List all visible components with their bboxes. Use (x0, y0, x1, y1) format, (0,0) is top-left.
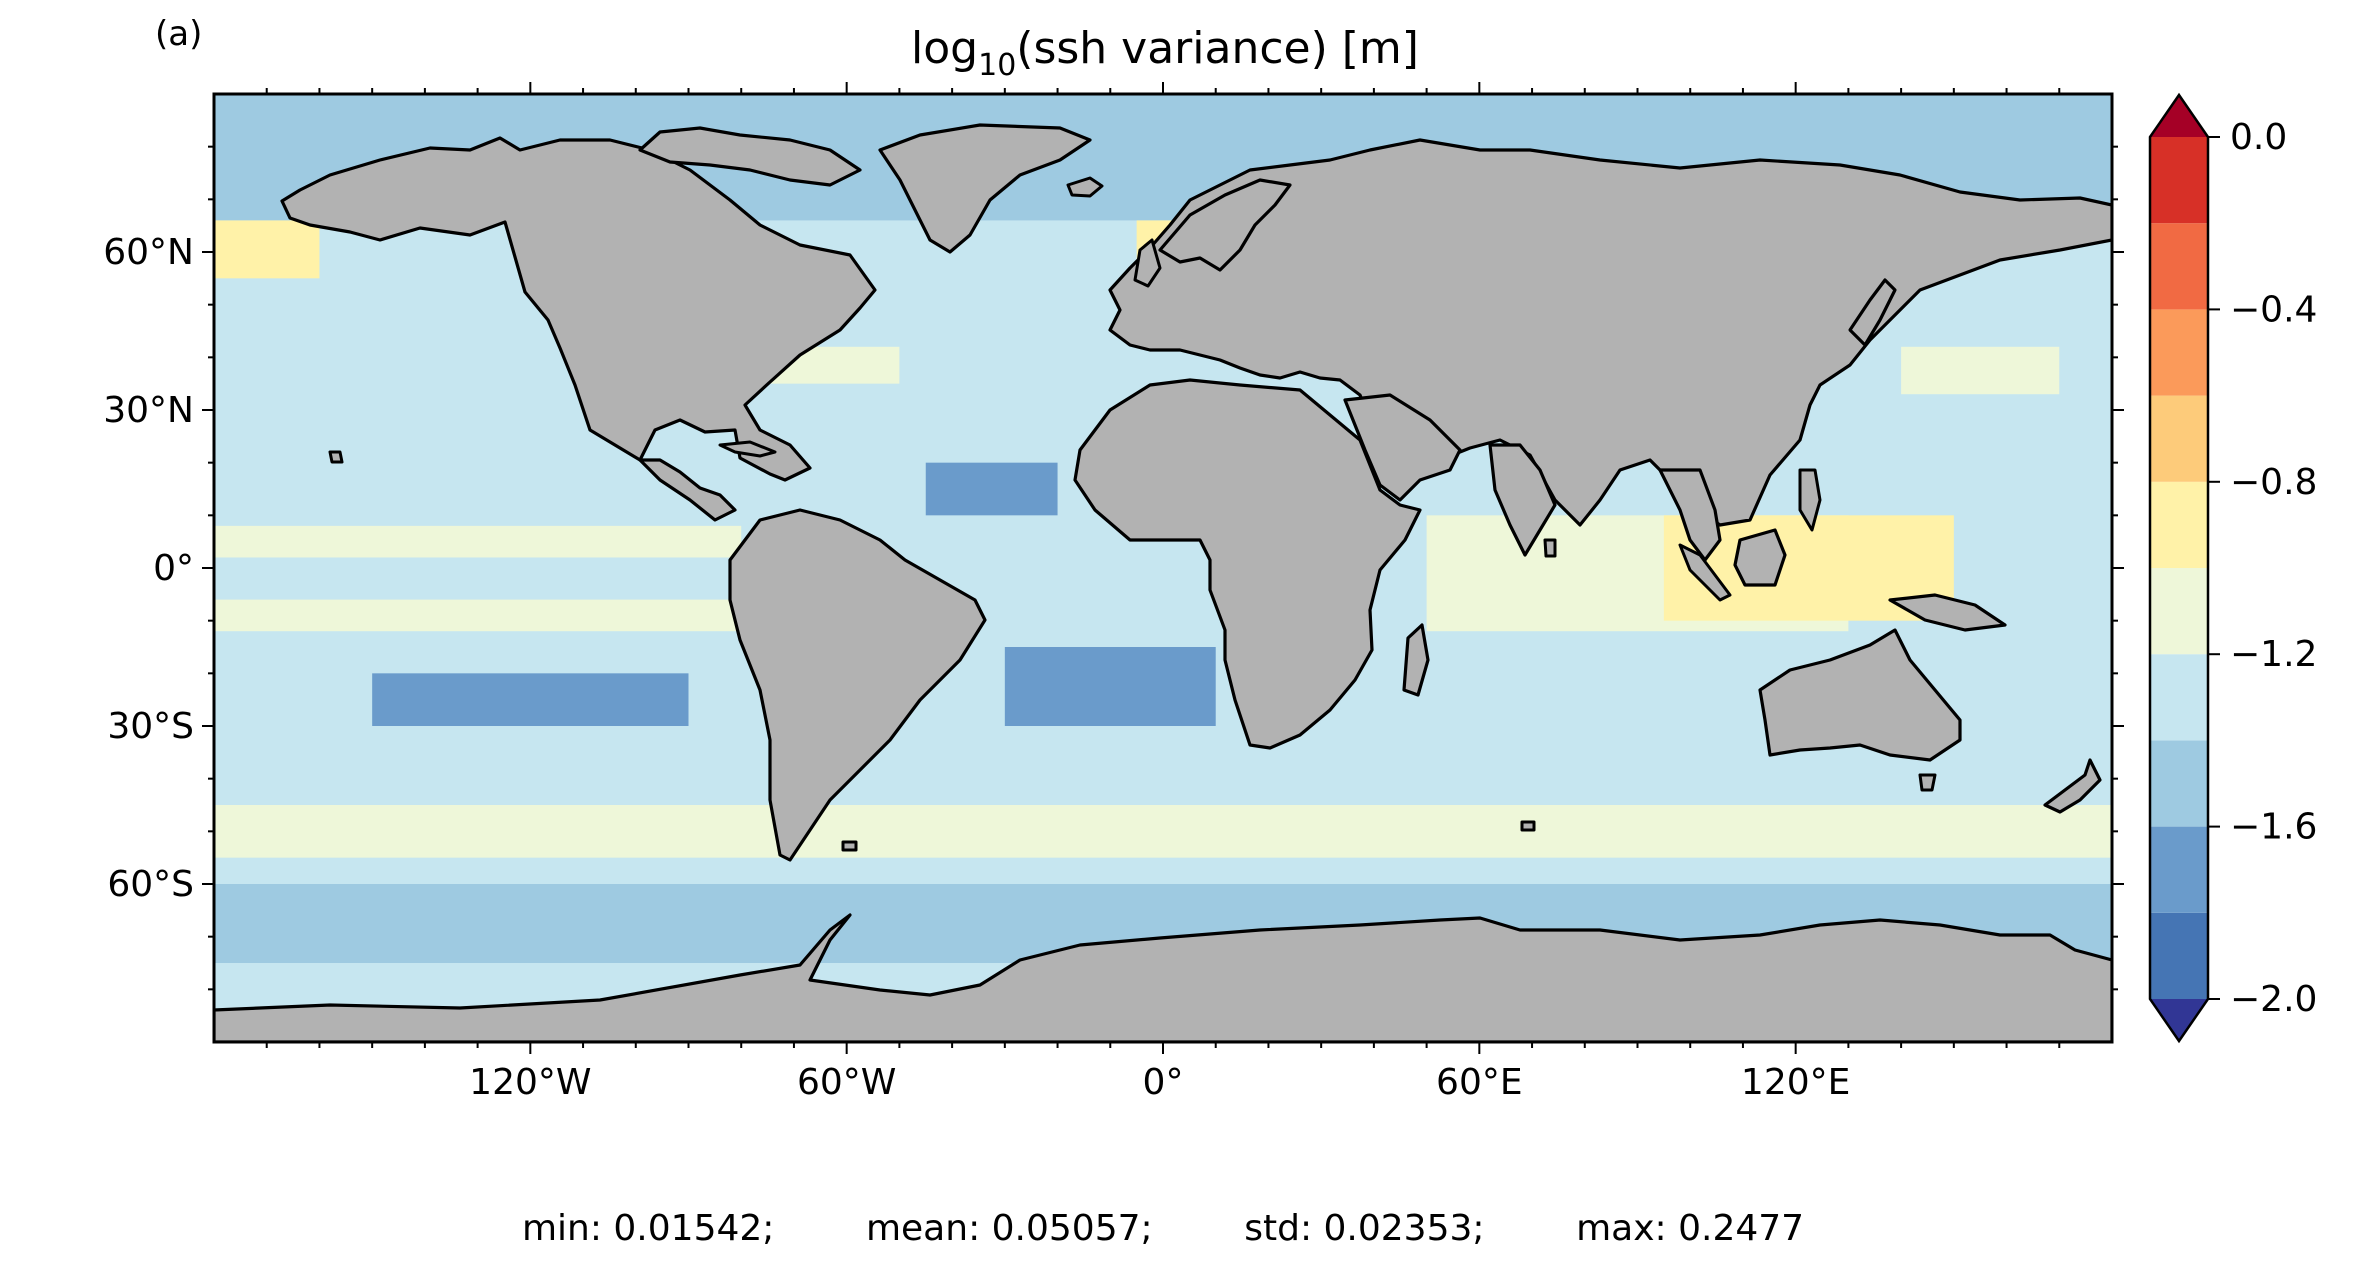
colorbar-under-extension (2150, 999, 2208, 1041)
land-africa (1073, 378, 1422, 750)
islands (328, 176, 1937, 852)
land-north-america (280, 136, 877, 482)
land-madagascar (1402, 623, 1430, 697)
land-arabia (1343, 393, 1462, 502)
y-tick-label: 30°N (103, 390, 194, 431)
colorbar-over-extension (2150, 95, 2208, 137)
ocean-region-equatorial-pacific-band (214, 525, 742, 558)
land-new-zealand (2043, 758, 2102, 814)
colorbar-segment (2150, 912, 2208, 999)
colorbar-segment (2150, 309, 2208, 396)
title-suffix: (ssh variance) [m] (1016, 23, 1419, 74)
colorbar-segment (2150, 740, 2208, 827)
colorbar-segment (2150, 654, 2208, 741)
land-eurasia (1108, 138, 2112, 527)
ocean-region-bering-sea (214, 220, 320, 279)
land-sri-lanka (1543, 538, 1557, 558)
map-area (214, 94, 2112, 1042)
land-hawaii (328, 450, 344, 464)
land-masses (214, 123, 2112, 1042)
chart-title: log10(ssh variance) [m] (911, 23, 1419, 83)
stat-max: max (1576, 1208, 1654, 1249)
y-tick-label: 60°S (107, 864, 194, 905)
colorbar-tick-label: −0.8 (2230, 462, 2317, 503)
stat-min: min (522, 1208, 590, 1249)
ocean-region-south-pacific-band (214, 599, 742, 632)
colorbar-segment (2150, 481, 2208, 568)
colorbar-segment (2150, 826, 2208, 913)
x-tick-label: 60°E (1436, 1062, 1523, 1103)
x-axis: 120°W 60°W 0° 60°E 120°E (265, 82, 2061, 1103)
y-axis: 60°N 30°N 0° 30°S 60°S (103, 145, 2124, 991)
x-tick-label: 120°E (1741, 1062, 1850, 1103)
stat-mean: mean (866, 1208, 968, 1249)
colorbar-segment (2150, 137, 2208, 224)
y-tick-label: 0° (153, 548, 194, 589)
ocean-region-subtropical-south-pacific (372, 673, 689, 726)
land-japan (1848, 278, 1897, 347)
ocean-region-tropical-north-atlantic (925, 462, 1058, 516)
colorbar-tick-label: −0.4 (2230, 289, 2317, 330)
stat-mean-value: 0.05057 (992, 1208, 1141, 1249)
land-cuba (718, 440, 777, 458)
land-britain (1133, 238, 1162, 288)
ocean-region-subtropical-south-atlantic (1004, 647, 1216, 726)
colorbar-tick-label: −1.6 (2230, 807, 2317, 848)
land-india (1488, 443, 1557, 557)
y-tick-label: 60°N (103, 232, 194, 273)
y-tick-label: 30°S (107, 706, 194, 747)
land-iceland (1066, 176, 1104, 198)
land-central-america (638, 458, 737, 522)
colorbar-segment (2150, 568, 2208, 655)
land-sumatra (1678, 543, 1732, 602)
panel-label: (a) (155, 14, 202, 54)
land-greenland (878, 123, 1092, 254)
stats-line: min: 0.01542; mean: 0.05057; std: 0.0235… (522, 1208, 1804, 1249)
stat-max-value: 0.2477 (1678, 1208, 1804, 1249)
land-south-america (728, 508, 987, 862)
colorbar-segment (2150, 223, 2208, 310)
land-borneo (1733, 528, 1787, 587)
land-antarctica (214, 913, 2112, 1042)
land-new-guinea (1888, 593, 2007, 632)
title-subscript: 10 (978, 48, 1016, 83)
land-tasmania (1918, 773, 1937, 792)
colorbar-segment (2150, 395, 2208, 482)
land-kerguelen (1520, 820, 1536, 832)
x-tick-label: 120°W (469, 1062, 591, 1103)
colorbar-tick-label: −2.0 (2230, 979, 2317, 1020)
land-australia (1758, 628, 1962, 762)
ocean-region-kuroshio (1901, 346, 2060, 395)
x-tick-label: 60°W (797, 1062, 896, 1103)
title-prefix: log (911, 23, 978, 74)
land-scandinavia (1158, 178, 1292, 272)
land-indochina (1658, 468, 1722, 562)
colorbar-tick-label: 0.0 (2230, 117, 2287, 158)
stat-min-value: 0.01542 (613, 1208, 762, 1249)
stat-std: std (1244, 1208, 1300, 1249)
colorbar: 0.0 −0.4 −0.8 −1.2 −1.6 −2.0 (2148, 92, 2317, 1044)
land-falklands (841, 840, 858, 852)
land-canadian-archipelago (638, 126, 862, 187)
land-philippines (1798, 468, 1822, 532)
x-tick-label: 0° (1143, 1062, 1184, 1103)
stat-std-value: 0.02353 (1324, 1208, 1473, 1249)
ocean-region-southern-band (214, 805, 2112, 858)
colorbar-tick-label: −1.2 (2230, 634, 2317, 675)
